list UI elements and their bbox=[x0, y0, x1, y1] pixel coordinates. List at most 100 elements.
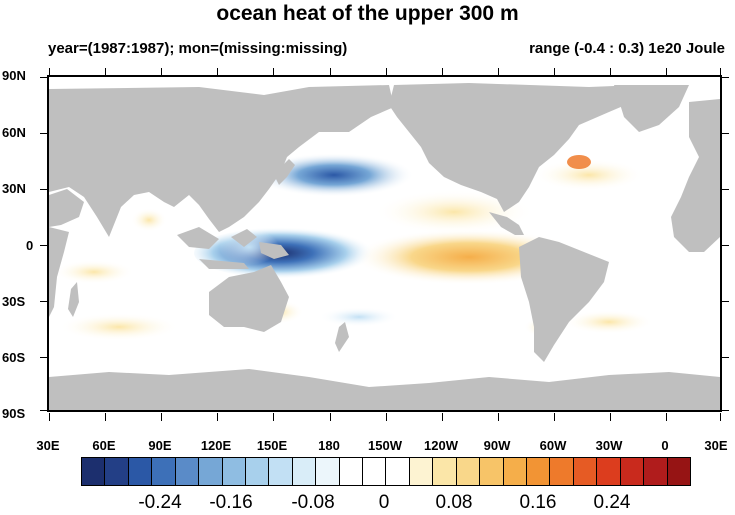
colorbar-label-016: 0.16 bbox=[519, 492, 557, 513]
colorbar-box bbox=[386, 458, 410, 485]
lon-label-120e: 120E bbox=[200, 438, 232, 453]
lat-label-90s: 90S bbox=[2, 406, 26, 421]
map-tick bbox=[40, 133, 47, 134]
colorbar-box bbox=[269, 458, 293, 485]
lat-label-90n: 90N bbox=[2, 68, 26, 83]
map-tick bbox=[40, 301, 47, 302]
colorbar-box bbox=[292, 458, 317, 485]
lon-label-180: 180 bbox=[318, 438, 340, 453]
map-tick bbox=[161, 68, 162, 75]
map-tick bbox=[161, 413, 162, 421]
colorbar-box bbox=[550, 458, 574, 485]
colorbar-box bbox=[480, 458, 504, 485]
colorbar-box bbox=[152, 458, 176, 485]
map-title: ocean heat of the upper 300 m bbox=[216, 2, 519, 25]
colorbar bbox=[81, 457, 691, 486]
map-tick bbox=[217, 413, 218, 421]
colorbar-label-neg024: -0.24 bbox=[138, 492, 182, 513]
map-tick bbox=[40, 410, 47, 411]
colorbar-box bbox=[339, 458, 364, 485]
map-tick bbox=[720, 413, 721, 421]
colorbar-box bbox=[433, 458, 457, 485]
map-tick bbox=[105, 413, 106, 421]
map-tick bbox=[330, 413, 331, 421]
range-subtitle: range (-0.4 : 0.3) 1e20 Joule bbox=[529, 40, 725, 57]
time-subtitle: year=(1987:1987); mon=(missing:missing) bbox=[48, 40, 348, 57]
colorbar-box bbox=[175, 458, 200, 485]
lat-label-60s: 60S bbox=[2, 350, 26, 365]
map-tick bbox=[554, 68, 555, 75]
map-tick bbox=[610, 68, 611, 75]
map-svg bbox=[49, 83, 720, 410]
colorbar-box bbox=[82, 458, 106, 485]
colorbar-box bbox=[199, 458, 223, 485]
map-tick bbox=[722, 357, 729, 358]
map-tick bbox=[722, 77, 729, 78]
lon-label-90w: 90W bbox=[483, 438, 511, 453]
colorbar-box bbox=[316, 458, 340, 485]
map-tick bbox=[666, 413, 667, 421]
lat-label-0: 0 bbox=[26, 238, 34, 253]
lon-label-120w: 120W bbox=[424, 438, 458, 453]
lon-label-30e-end: 30E bbox=[704, 438, 728, 453]
map-tick bbox=[498, 413, 499, 421]
map-tick bbox=[498, 68, 499, 75]
colorbar-box bbox=[573, 458, 598, 485]
map-tick bbox=[105, 68, 106, 75]
colorbar-label-0: 0 bbox=[378, 492, 390, 513]
lat-label-60n: 60N bbox=[2, 125, 26, 140]
colorbar-box bbox=[409, 458, 434, 485]
lon-label-30w: 30W bbox=[595, 438, 623, 453]
colorbar-label-024: 0.24 bbox=[593, 492, 631, 513]
map-tick bbox=[40, 245, 47, 246]
colorbar-box bbox=[456, 458, 481, 485]
map-tick bbox=[722, 410, 729, 411]
map-tick bbox=[554, 413, 555, 421]
colorbar-label-neg016: -0.16 bbox=[209, 492, 253, 513]
map-tick bbox=[722, 189, 729, 190]
colorbar-box bbox=[644, 458, 668, 485]
colorbar-box bbox=[503, 458, 528, 485]
colorbar-box bbox=[667, 458, 690, 485]
map-tick bbox=[722, 133, 729, 134]
colorbar-box bbox=[620, 458, 645, 485]
lon-label-0: 0 bbox=[661, 438, 669, 453]
map-tick bbox=[40, 357, 47, 358]
colorbar-box bbox=[245, 458, 270, 485]
lon-label-60w: 60W bbox=[539, 438, 567, 453]
lon-label-30e: 30E bbox=[36, 438, 60, 453]
colorbar-box bbox=[527, 458, 551, 485]
map-tick bbox=[330, 68, 331, 75]
map-tick bbox=[442, 413, 443, 421]
colorbar-box bbox=[363, 458, 387, 485]
map-tick bbox=[40, 189, 47, 190]
map-tick bbox=[666, 68, 667, 75]
map-tick bbox=[722, 245, 729, 246]
map-tick bbox=[442, 68, 443, 75]
colorbar-box bbox=[597, 458, 621, 485]
lon-label-60e: 60E bbox=[92, 438, 116, 453]
map-tick bbox=[273, 68, 274, 75]
map-tick bbox=[40, 77, 47, 78]
lon-label-90e: 90E bbox=[148, 438, 172, 453]
map-tick bbox=[722, 301, 729, 302]
land-masses bbox=[49, 83, 720, 410]
colorbar-label-008: 0.08 bbox=[435, 492, 473, 513]
map-tick bbox=[49, 413, 50, 421]
colorbar-box bbox=[105, 458, 129, 485]
map-tick bbox=[720, 68, 721, 75]
map-tick bbox=[217, 68, 218, 75]
lon-label-150w: 150W bbox=[368, 438, 402, 453]
lon-label-150e: 150E bbox=[256, 438, 288, 453]
lat-label-30s: 30S bbox=[2, 294, 26, 309]
map-tick bbox=[610, 413, 611, 421]
map-tick bbox=[386, 68, 387, 75]
map-plot-area bbox=[47, 75, 722, 412]
colorbar-box bbox=[128, 458, 153, 485]
colorbar-box bbox=[222, 458, 246, 485]
map-tick bbox=[49, 68, 50, 75]
map-tick bbox=[273, 413, 274, 421]
colorbar-label-neg008: -0.08 bbox=[291, 492, 335, 513]
lat-label-30n: 30N bbox=[2, 181, 26, 196]
map-tick bbox=[386, 413, 387, 421]
